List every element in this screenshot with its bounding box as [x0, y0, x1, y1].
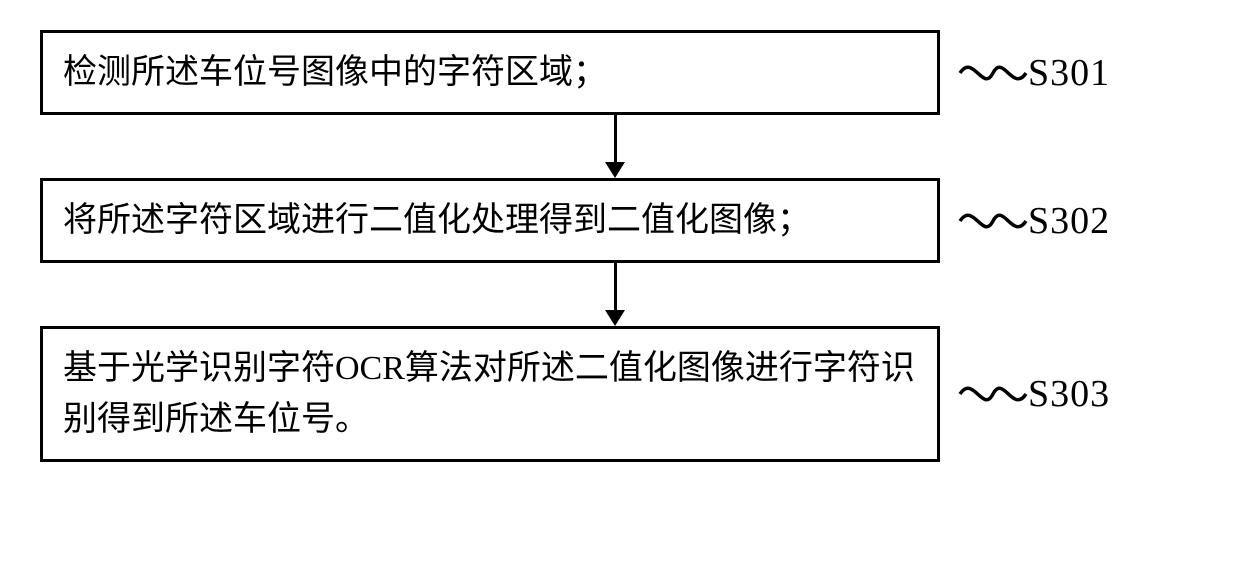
arrow-head-icon	[605, 162, 625, 178]
arrow-down	[165, 263, 1065, 326]
step-row: 将所述字符区域进行二值化处理得到二值化图像； S302	[40, 178, 1190, 263]
arrow-shaft	[614, 263, 617, 311]
step-box-3: 基于光学识别字符OCR算法对所述二值化图像进行字符识别得到所述车位号。	[40, 326, 940, 462]
label-wrap: S301	[958, 48, 1110, 98]
arrow-shaft	[614, 115, 617, 163]
label-wrap: S302	[958, 196, 1110, 246]
arrow-down	[165, 115, 1065, 178]
step-row: 基于光学识别字符OCR算法对所述二值化图像进行字符识别得到所述车位号。 S303	[40, 326, 1190, 462]
squiggle-connector-icon	[958, 369, 1028, 419]
step-row: 检测所述车位号图像中的字符区域； S301	[40, 30, 1190, 115]
step-label-3: S303	[1028, 372, 1110, 416]
step-label-2: S302	[1028, 199, 1110, 243]
label-wrap: S303	[958, 369, 1110, 419]
squiggle-connector-icon	[958, 196, 1028, 246]
step-box-2: 将所述字符区域进行二值化处理得到二值化图像；	[40, 178, 940, 263]
flowchart-container: 检测所述车位号图像中的字符区域； S301 将所述字符区域进行二值化处理得到二值…	[40, 30, 1190, 462]
step-label-1: S301	[1028, 51, 1110, 95]
arrow-head-icon	[605, 310, 625, 326]
step-box-1: 检测所述车位号图像中的字符区域；	[40, 30, 940, 115]
squiggle-connector-icon	[958, 48, 1028, 98]
